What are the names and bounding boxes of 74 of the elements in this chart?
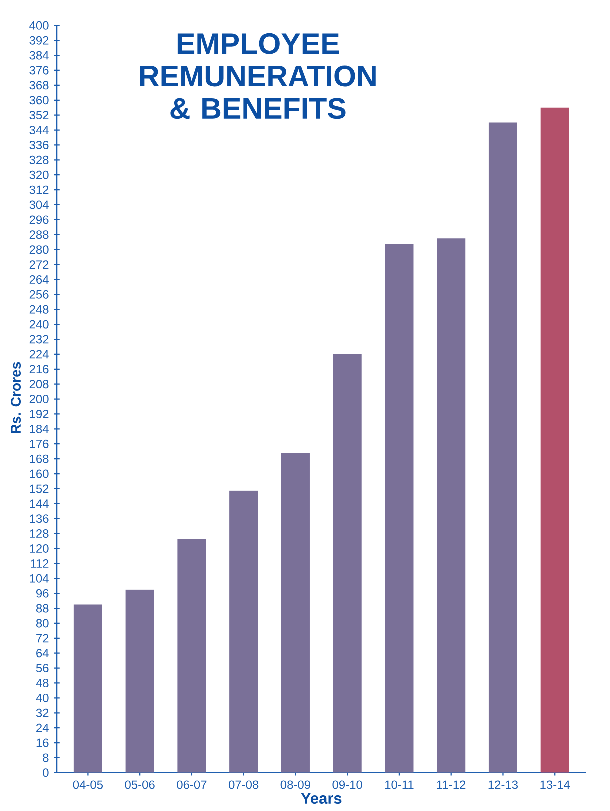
y-tick-label: 144: [30, 500, 49, 508]
y-tick-label: 64: [36, 649, 49, 658]
y-tick-label: 328: [30, 156, 49, 164]
bar: [74, 604, 102, 773]
y-tick-label: 208: [30, 380, 49, 389]
y-tick-label: 320: [30, 170, 49, 180]
y-tick-label: 192: [30, 410, 49, 418]
y-tick-label: 112: [31, 560, 49, 568]
y-tick-label: 272: [30, 260, 49, 269]
x-tick-label: 06-07: [177, 780, 207, 790]
y-tick-label: 40: [36, 694, 49, 702]
y-axis-title: Rs. Crores: [10, 362, 21, 434]
y-tick-label: 368: [30, 81, 49, 90]
y-tick-label: 232: [30, 335, 49, 344]
bar: [488, 122, 518, 773]
bar: [126, 590, 154, 773]
y-tick-label: 384: [30, 51, 49, 60]
bar: [333, 354, 362, 773]
y-tick-label: 240: [30, 320, 49, 329]
y-tick-label: 176: [30, 440, 49, 448]
y-tick-label: 152: [30, 484, 49, 494]
x-tick-label: 08-09: [280, 780, 310, 790]
y-tick-label: 32: [36, 708, 49, 718]
x-tick-label: 12-13: [488, 780, 518, 790]
y-tick-label: 160: [30, 470, 49, 478]
y-tick-label: 352: [30, 111, 49, 120]
y-tick-label: 120: [30, 544, 49, 553]
y-tick-label: 264: [30, 275, 49, 284]
y-tick-label: 392: [30, 36, 49, 45]
y-tick-label: 16: [36, 738, 49, 748]
y-tick-label: 8: [43, 754, 49, 762]
x-tick-label: 05-06: [125, 780, 155, 790]
y-tick-label: 80: [36, 619, 49, 628]
y-tick-label: 224: [30, 350, 49, 359]
bar: [437, 238, 466, 773]
y-tick-label: 72: [36, 634, 49, 643]
y-tick-label: 56: [36, 664, 49, 673]
bar: [540, 108, 570, 773]
x-axis-title: Years: [301, 793, 342, 804]
y-tick-label: 184: [30, 424, 49, 434]
y-tick-label: 304: [30, 200, 49, 210]
y-tick-label: 400: [29, 21, 49, 30]
y-tick-label: 96: [36, 589, 49, 598]
y-tick-label: 280: [30, 246, 49, 254]
y-tick-label: 216: [30, 365, 49, 374]
y-tick-label: 24: [36, 724, 49, 732]
y-tick-label: 248: [30, 305, 49, 314]
y-tick-label: 0: [43, 768, 49, 778]
y-tick-label: 168: [30, 454, 49, 464]
x-tick-label: 10-11: [385, 780, 414, 790]
y-tick-label: 136: [30, 514, 49, 524]
bar: [178, 539, 206, 773]
y-tick-label: 360: [30, 96, 49, 105]
y-tick-label: 256: [30, 290, 49, 299]
x-tick-label: 13-14: [540, 780, 570, 790]
x-tick-label: 11-12: [437, 780, 466, 790]
y-tick-label: 88: [36, 604, 49, 613]
y-tick-label: 312: [30, 186, 49, 194]
y-tick-label: 128: [30, 530, 49, 538]
y-tick-label: 104: [30, 574, 49, 583]
y-tick-label: 344: [30, 126, 49, 135]
y-tick-label: 200: [30, 395, 49, 404]
x-tick-label: 07-08: [228, 780, 259, 790]
y-tick-label: 336: [30, 140, 49, 150]
y-tick-label: 376: [30, 66, 49, 75]
bar: [281, 453, 310, 773]
y-tick-label: 288: [30, 230, 49, 240]
bar: [385, 244, 414, 773]
x-tick-label: 09-10: [332, 780, 362, 790]
text: EMPLOYEE REMUNERATION & BENEFITS: [140, 33, 376, 120]
y-tick-label: 296: [30, 216, 49, 224]
x-tick-label: 04-05: [73, 780, 103, 790]
bar: [230, 490, 258, 773]
y-tick-label: 48: [36, 679, 49, 688]
